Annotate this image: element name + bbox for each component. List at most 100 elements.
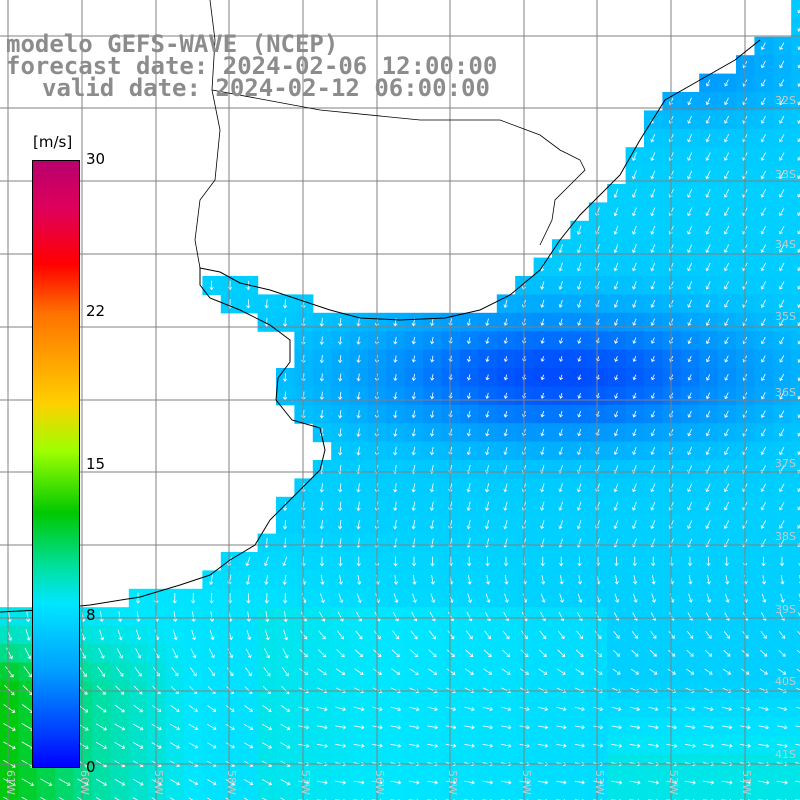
wind-arrow [115, 685, 125, 695]
wind-arrow [99, 611, 104, 623]
wind-arrow [280, 723, 291, 731]
wind-arrow [558, 483, 563, 493]
wind-arrow [577, 428, 582, 437]
wind-arrow [356, 519, 361, 530]
wind-arrow [651, 556, 656, 567]
wind-arrow [723, 244, 730, 253]
wind-arrow [797, 229, 800, 235]
wind-cell [717, 496, 737, 516]
wind-arrow [430, 355, 435, 363]
wind-cell [754, 276, 774, 295]
wind-cell [772, 478, 792, 498]
wind-arrow [428, 630, 436, 640]
wind-arrow [243, 779, 254, 786]
wind-cell [772, 110, 792, 130]
wind-arrow [705, 520, 711, 529]
wind-arrow [724, 446, 729, 456]
wind-arrow [651, 575, 656, 585]
wind-arrow [98, 648, 105, 659]
wind-arrow [632, 392, 637, 399]
wind-arrow [797, 193, 800, 198]
wind-cell [239, 791, 259, 800]
wind-cell [772, 202, 792, 222]
wind-arrow [265, 611, 270, 623]
wind-arrow [575, 649, 584, 657]
wind-arrow [558, 428, 563, 437]
wind-arrow [40, 796, 47, 800]
wind-arrow [651, 593, 656, 603]
wind-arrow [723, 189, 730, 198]
wind-arrow [170, 704, 180, 712]
wind-arrow [760, 207, 767, 217]
wind-cell [699, 257, 719, 277]
wind-cell [184, 791, 203, 800]
wind-arrow [613, 428, 619, 437]
wind-arrow [393, 355, 398, 363]
wind-arrow [593, 668, 603, 675]
wind-cell [772, 147, 792, 167]
wind-arrow [559, 575, 564, 585]
wind-cell [772, 220, 792, 240]
wind-arrow [504, 593, 509, 603]
wind-cell [276, 791, 295, 800]
wind-arrow [779, 446, 785, 456]
wind-arrow [797, 119, 800, 124]
wind-arrow [280, 779, 291, 786]
wind-arrow [779, 60, 785, 69]
wind-cell [717, 128, 737, 148]
wind-arrow [650, 225, 656, 235]
lon-label: 51W [740, 770, 753, 795]
wind-arrow [393, 501, 398, 511]
wind-arrow [614, 392, 619, 399]
wind-arrow [797, 505, 800, 511]
wind-arrow [632, 244, 637, 254]
wind-cell [110, 791, 130, 800]
wind-arrow [612, 668, 621, 675]
wind-arrow [338, 593, 344, 604]
wind-cell [423, 791, 443, 800]
lon-label: 60W [78, 770, 91, 795]
wind-arrow [724, 281, 730, 290]
wind-arrow [540, 556, 545, 567]
wind-arrow [758, 725, 770, 730]
wind-arrow [391, 649, 400, 658]
wind-arrow [758, 743, 770, 748]
wind-arrow [298, 743, 310, 748]
wind-arrow [577, 337, 582, 344]
wind-arrow [445, 725, 457, 730]
wind-arrow [558, 262, 563, 272]
wind-cell [772, 128, 792, 148]
wind-cell [717, 73, 737, 93]
wind-arrow [611, 725, 622, 730]
wind-arrow [391, 668, 401, 675]
wind-arrow [650, 501, 656, 511]
wind-arrow [705, 281, 711, 290]
wind-arrow [722, 706, 733, 712]
wind-arrow [724, 337, 729, 345]
wind-arrow [797, 266, 800, 272]
wind-arrow [685, 725, 696, 730]
wind-arrow [209, 629, 215, 641]
colorbar-tick-15: 15 [86, 455, 106, 473]
wind-arrow [319, 483, 324, 493]
wind-arrow [282, 574, 287, 585]
wind-cell [699, 331, 719, 351]
wind-cell [791, 0, 800, 19]
wind-arrow [264, 629, 270, 641]
wind-arrow [760, 97, 766, 106]
wind-arrow [299, 649, 308, 658]
wind-arrow [779, 115, 785, 124]
wind-arrow [795, 706, 800, 709]
wind-arrow [632, 520, 637, 530]
wind-arrow [282, 299, 288, 309]
wind-arrow [614, 593, 620, 603]
wind-cell [460, 791, 479, 800]
wind-arrow [503, 519, 508, 530]
wind-arrow [464, 743, 475, 748]
wind-arrow [614, 556, 619, 567]
wind-cell [754, 165, 774, 185]
wind-arrow [207, 779, 217, 786]
wind-arrow [613, 483, 619, 493]
wind-cell [791, 478, 800, 498]
wind-arrow [648, 706, 659, 712]
